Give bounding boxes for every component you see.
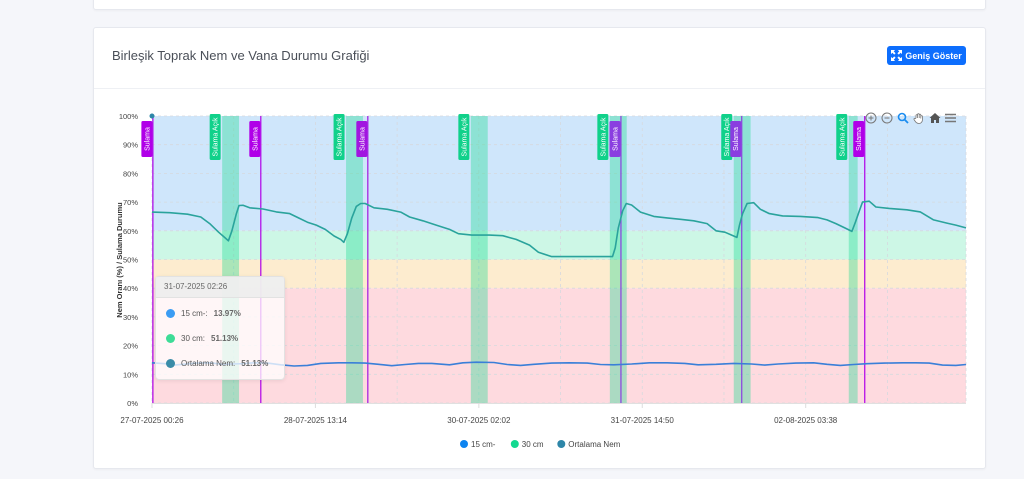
irrigation-event-label-text: Sulama: [856, 127, 863, 151]
x-tick-label: 28-07-2025 13:14: [284, 416, 348, 425]
series-dot-icon: [166, 309, 175, 318]
irrigation-event-label-badge: [730, 121, 742, 157]
tooltip-value: 13.97%: [213, 309, 241, 318]
irrigation-on-label-text: Sulama Açık: [461, 117, 468, 156]
irrigation-on-range: [470, 116, 488, 403]
y-tick-label: 20%: [123, 342, 138, 351]
x-tick-label: 27-07-2025 00:26: [120, 416, 184, 425]
legend-marker-icon[interactable]: [557, 440, 566, 448]
legend-item-label[interactable]: Ortalama Nem: [568, 440, 620, 449]
irrigation-on-label-badge: [333, 114, 345, 160]
series-start-marker: [149, 113, 155, 119]
y-tick-label: 60%: [123, 227, 138, 236]
irrigation-on-label-badge: [597, 114, 609, 160]
irrigation-event-label-badge: [141, 121, 153, 157]
tooltip-value: 51.13%: [241, 359, 269, 368]
selection-zoom-icon[interactable]: [896, 111, 909, 124]
expand-view-button[interactable]: Geniş Göster: [887, 46, 966, 65]
irrigation-event-label-badge: [609, 121, 621, 157]
irrigation-on-label-text: Sulama Açık: [337, 117, 344, 156]
legend-marker-icon[interactable]: [460, 440, 468, 448]
tooltip-title: 31-07-2025 02:26: [156, 277, 284, 298]
y-tick-label: 90%: [123, 141, 138, 150]
zoom-out-icon[interactable]: [880, 111, 893, 124]
pan-hand-icon[interactable]: [912, 111, 925, 124]
y-axis-label: Nem Oranı (%) / Sulama Durumu: [115, 202, 124, 318]
irrigation-on-label-badge: [721, 114, 733, 160]
threshold-bands: [152, 116, 966, 403]
tooltip-label: Ortalama Nem:: [181, 359, 236, 368]
expand-view-label: Geniş Göster: [905, 50, 962, 61]
grid-lines: [151, 115, 967, 404]
irrigation-on-label-badge: [209, 114, 221, 160]
irrigation-on-range: [609, 116, 627, 403]
chart-legend: 15 cm- 30 cm Ortalama Nem: [460, 440, 621, 449]
x-tick-label: 31-07-2025 14:50: [611, 416, 675, 425]
y-tick-label: 40%: [123, 284, 138, 293]
annotation-labels: Sulama Açık Sulama Açık Sulama Açık Sulama …: [141, 114, 865, 160]
tooltip-label: 30 cm:: [181, 334, 206, 343]
y-tick-label: 80%: [123, 169, 138, 178]
irrigation-event-label-text: Sulama: [252, 127, 259, 151]
legend-item-label[interactable]: 15 cm-: [471, 440, 496, 449]
irrigation-event-label-badge: [356, 121, 368, 157]
previous-card: [93, 0, 986, 10]
irrigation-on-label-badge: [458, 114, 470, 160]
irrigation-on-label-badge: [836, 114, 848, 160]
legend-marker-icon[interactable]: [510, 440, 519, 448]
irrigation-on-range: [346, 116, 363, 403]
y-tick-label: 100%: [119, 112, 139, 121]
y-tick-label: 10%: [123, 370, 138, 379]
card-title: Birleşik Toprak Nem ve Vana Durumu Grafi…: [112, 48, 370, 63]
chart-tooltip: 31-07-2025 02:26 15 cm-: 13.97% 30 cm: 5…: [155, 276, 285, 380]
irrigation-event-label-badge: [249, 121, 261, 157]
irrigation-on-range: [848, 116, 858, 403]
tooltip-row-15cm: 15 cm-: 13.97%: [166, 309, 241, 318]
irrigation-on-label-text: Sulama Açık: [600, 117, 607, 156]
threshold-band: [152, 259, 966, 289]
irrigation-on-label-text: Sulama Açık: [724, 117, 731, 156]
threshold-band: [152, 230, 966, 260]
irrigation-event-label-badge: [853, 121, 865, 157]
series-dot-icon: [166, 334, 175, 343]
x-axis-ticks: 27-07-2025 00:26 28-07-2025 13:14 30-07-20…: [120, 403, 838, 425]
zoom-in-icon[interactable]: [864, 111, 877, 124]
tooltip-value: 51.13%: [211, 334, 239, 343]
series-line-30-cm: [151, 200, 967, 258]
irrigation-on-label-text: Sulama Açık: [213, 117, 220, 156]
expand-arrows-icon: [891, 50, 903, 61]
legend-item-label[interactable]: 30 cm: [522, 440, 544, 449]
card-header: Birleşik Toprak Nem ve Vana Durumu Grafi…: [94, 28, 985, 89]
y-tick-label: 0%: [127, 399, 138, 408]
reset-home-icon[interactable]: [928, 111, 941, 124]
tooltip-row-30cm: 30 cm: 51.13%: [166, 334, 238, 343]
y-tick-label: 70%: [123, 198, 138, 207]
menu-icon[interactable]: [944, 111, 957, 124]
tooltip-row-average: Ortalama Nem: 51.13%: [166, 359, 268, 368]
irrigation-event-label-text: Sulama: [612, 127, 619, 151]
chart-toolbar: [864, 111, 957, 124]
irrigation-event-label-text: Sulama: [733, 127, 740, 151]
irrigation-on-label-text: Sulama Açık: [839, 117, 846, 156]
y-tick-label: 50%: [123, 256, 138, 265]
tooltip-label: 15 cm-:: [181, 309, 208, 318]
series-dot-icon: [166, 359, 175, 368]
irrigation-event-label-text: Sulama: [359, 127, 366, 151]
y-tick-label: 30%: [123, 313, 138, 322]
irrigation-event-label-text: Sulama: [144, 127, 151, 151]
x-tick-label: 30-07-2025 02:02: [447, 416, 511, 425]
y-axis-ticks: 0% 10% 20% 30% 40% 50% 60% 70% 80% 90% 100%: [119, 112, 139, 408]
x-tick-label: 02-08-2025 03:38: [774, 416, 838, 425]
